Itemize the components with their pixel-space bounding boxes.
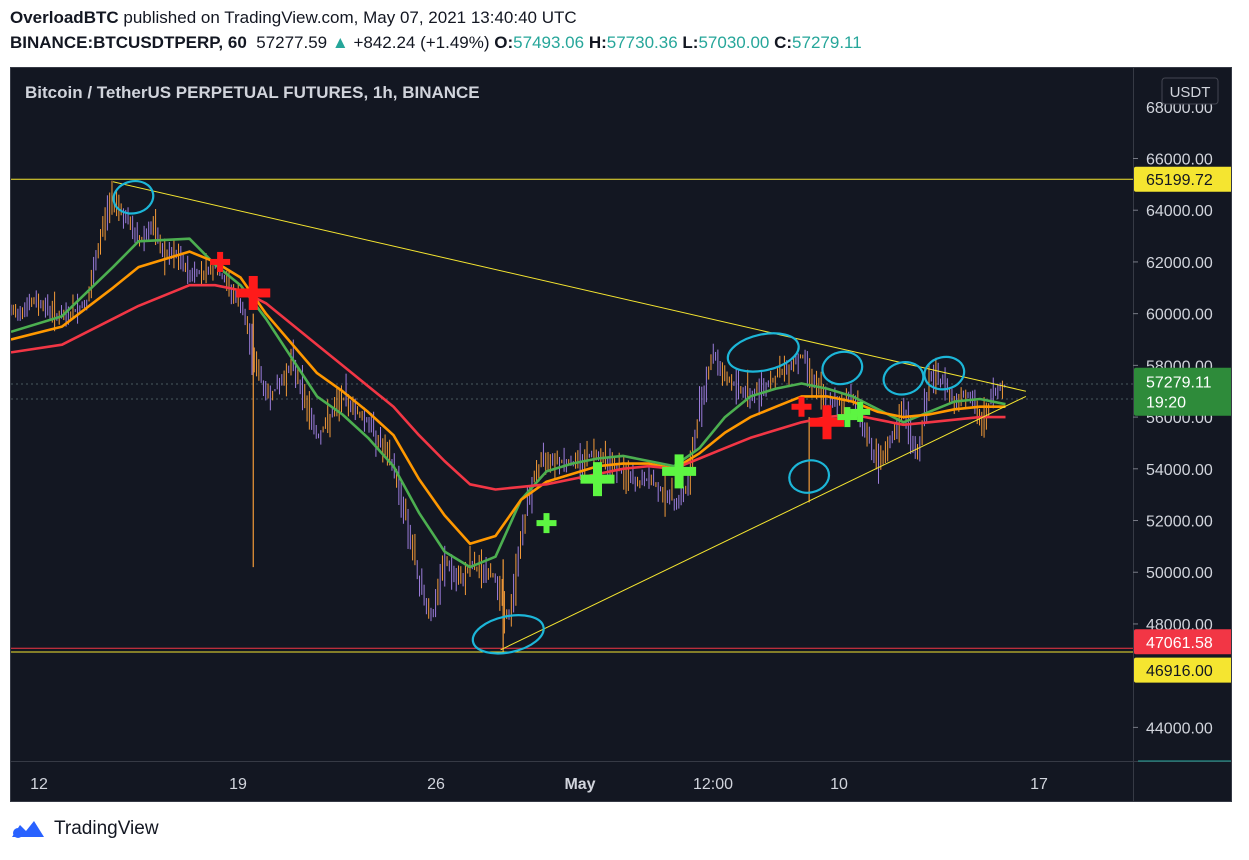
candles — [11, 180, 1006, 653]
sell-signal-marker — [210, 251, 231, 272]
symbol-label: BINANCE:BTCUSDTPERP, 60 — [10, 33, 247, 52]
sell-signal-marker — [791, 396, 812, 417]
support-yellow-badge: 46916.00 — [1134, 657, 1231, 683]
price-tick-label: 62000.00 — [1146, 255, 1213, 272]
annotation-circle — [821, 350, 864, 386]
footer-brand: TradingView — [10, 818, 159, 840]
high-value: 57730.36 — [606, 33, 678, 52]
current-price-badge: 57279.11 19:20 — [1134, 367, 1231, 416]
support-red-badge-bg — [1134, 629, 1231, 655]
annotation-circle — [923, 355, 966, 391]
plot-area — [11, 178, 1133, 655]
trendline-0 — [112, 181, 1027, 392]
support-yellow-badge-bg — [1134, 657, 1231, 683]
currency-button[interactable]: USDT — [1161, 77, 1219, 105]
ema_fast-line — [11, 237, 1006, 569]
sell-signal-marker-v — [798, 396, 805, 417]
low-value: 57030.00 — [698, 33, 770, 52]
buy-signal-marker — [662, 454, 697, 489]
resistance-price-badge-text: 65199.72 — [1146, 172, 1213, 189]
price-tick-label: 60000.00 — [1146, 307, 1213, 324]
annotation-circle — [788, 459, 831, 494]
annotation-circle — [726, 332, 800, 373]
buy-signal-marker-v — [543, 513, 550, 534]
current-price-badge-text: 57279.11 — [1146, 375, 1212, 392]
tradingview-logo-icon — [12, 821, 44, 838]
support-yellow-badge-text: 46916.00 — [1146, 663, 1213, 680]
current-price-badge-countdown: 19:20 — [1146, 395, 1186, 412]
time-tick-label: 26 — [427, 776, 445, 793]
time-tick-label: 17 — [1030, 776, 1048, 793]
ema_mid-line — [11, 250, 1006, 546]
price-chart[interactable]: 44000.0048000.0050000.0052000.0054000.00… — [11, 68, 1232, 802]
ema_slow-line — [11, 283, 1006, 491]
buy-signal-marker-v — [857, 401, 864, 422]
price-axis: 44000.0048000.0050000.0052000.0054000.00… — [1133, 100, 1231, 737]
buy-signal-marker — [580, 462, 615, 497]
time-tick-label: May — [564, 776, 595, 793]
buy-signal-marker-v — [674, 454, 684, 489]
currency-button-label: USDT — [1170, 84, 1211, 101]
support-red-badge-text: 47061.58 — [1146, 635, 1213, 652]
resistance-price-badge: 65199.72 — [1134, 166, 1231, 192]
buy-signal-marker — [837, 407, 858, 428]
annotation-circle — [882, 361, 925, 396]
open-value: 57493.06 — [513, 33, 585, 52]
symbol-line: BINANCE:BTCUSDTPERP, 60 57277.59 ▲ +842.… — [10, 33, 862, 53]
close-label: C: — [774, 33, 793, 52]
sell-signal-marker — [236, 275, 271, 310]
time-tick-label: 19 — [229, 776, 247, 793]
annotation-circle — [112, 179, 155, 215]
publish-info: OverloadBTC published on TradingView.com… — [10, 8, 577, 28]
close-value: 57279.11 — [792, 33, 862, 52]
current-price-badge-bg — [1134, 367, 1231, 416]
annotation-circle — [471, 614, 545, 655]
price-tick-label: 64000.00 — [1146, 203, 1213, 220]
sell-signal-marker — [810, 405, 844, 440]
price-tick-label: 66000.00 — [1146, 152, 1213, 169]
published-text: published on TradingView.com, May 07, 20… — [123, 8, 577, 27]
chart-title: Bitcoin / TetherUS PERPETUAL FUTURES, 1h… — [25, 83, 480, 102]
buy-signal-marker — [536, 513, 557, 534]
sell-signal-marker-v — [217, 251, 224, 272]
support-red-badge: 47061.58 — [1134, 629, 1231, 655]
currency-button-bg — [1161, 77, 1219, 105]
author-name[interactable]: OverloadBTC — [10, 8, 119, 27]
time-tick-label: 12 — [30, 776, 48, 793]
low-label: L: — [682, 33, 699, 52]
price-tick-label: 50000.00 — [1146, 565, 1213, 582]
price-tick-label: 54000.00 — [1146, 462, 1213, 479]
price-tick-label: 52000.00 — [1146, 514, 1213, 531]
trendline-1 — [500, 395, 1027, 651]
up-arrow-icon: ▲ — [331, 33, 349, 52]
last-price: 57277.59 — [256, 33, 328, 52]
sell-signal-marker-v — [248, 275, 258, 310]
buy-signal-marker-v — [844, 407, 851, 428]
brand-name: TradingView — [54, 818, 159, 839]
time-axis: 12 19 26 May 12:00 10 17 — [30, 760, 1231, 793]
time-tick-label: 12:00 — [693, 776, 733, 793]
price-tick-label: 44000.00 — [1146, 720, 1213, 737]
resistance-price-badge-bg — [1134, 166, 1231, 192]
time-tick-label: 10 — [830, 776, 848, 793]
high-label: H: — [588, 33, 607, 52]
chart-frame[interactable]: 44000.00 48000.00 50000.00 52000.00 54000.00… — [10, 67, 1232, 802]
sell-signal-marker-v — [822, 405, 832, 440]
price-change: +842.24 (+1.49%) — [353, 33, 490, 52]
buy-signal-marker — [850, 401, 871, 422]
buy-signal-marker-v — [593, 462, 602, 497]
open-label: O: — [494, 33, 514, 52]
